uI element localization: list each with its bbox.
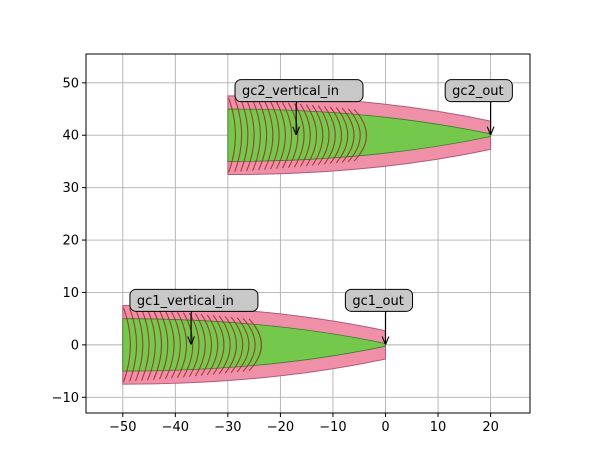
grating-line [236,317,250,373]
x-tick-label: −40 [162,420,189,435]
grating-line [129,308,138,382]
grating-line [252,99,261,171]
x-tick-label: 20 [482,420,499,435]
grating-line [234,98,243,172]
grating-line [147,309,156,381]
annotation-box [444,79,513,103]
x-tick-label: −50 [109,420,136,435]
x-tick-label: −20 [267,420,294,435]
y-tick-label: −10 [52,391,79,406]
grating-line [335,107,349,164]
grating-line [228,98,236,173]
grating-line [329,106,342,164]
grating-line [246,99,255,172]
annotation-box [344,288,414,312]
grating-line [194,313,206,377]
annotation-gc1_out: gc1_out [344,288,414,344]
grating-line [218,315,231,375]
grating-line [323,105,336,165]
y-tick-label: 30 [62,181,79,196]
grating-line [276,101,286,169]
annotation-box [234,79,364,103]
annotation-label: gc1_out [352,294,403,309]
annotation-gc2_out: gc2_out [444,79,513,135]
grating-line [153,309,162,380]
y-axis: −10 0 10 20 30 40 50 [52,76,86,406]
annotation-label: gc2_vertical_in [242,84,339,99]
grating-line [182,312,194,378]
annotation-box [129,288,259,312]
grating-line [224,316,237,374]
grating-line [164,310,175,380]
y-tick-label: 20 [62,234,79,249]
grating-line [264,100,274,170]
x-axis: −50 −40 −30 −20 −10 0 10 20 [109,413,499,435]
grating-line [206,314,219,376]
grating-line [240,98,249,172]
grating-line [141,308,150,381]
grating-line [347,108,361,163]
coupler-gc2 [227,95,492,176]
annotation-label: gc1_vertical_in [137,294,234,309]
grating-line [123,307,131,382]
couplers [122,95,492,385]
grating-line [317,105,330,166]
x-tick-label: −30 [214,420,241,435]
grating-line [281,102,293,169]
y-tick-label: 50 [62,76,79,91]
annotation-label: gc2_out [452,84,503,99]
plot-frame [85,53,531,414]
grating-line [287,102,299,168]
grating-line [242,318,256,372]
grating-line [188,312,200,377]
annotation-gc1_vertical_in: gc1_vertical_in [129,288,259,344]
x-tick-label: −10 [319,420,346,435]
grating-line [311,104,324,166]
grating-line [135,308,144,382]
x-tick-label: 0 [381,420,389,435]
grating-line [176,311,187,379]
y-tick-label: 40 [62,129,79,144]
grating-line [248,318,262,372]
grating-line [299,103,311,167]
core-gc2 [227,108,491,162]
grating-line [293,103,305,168]
grating-line [170,311,181,379]
grating-line [305,104,317,167]
grating-line [212,315,225,375]
grating-line [258,100,268,171]
x-tick-label: 10 [430,420,447,435]
grating-line [270,101,280,170]
grating-line [200,313,212,376]
y-tick-label: 0 [71,338,79,353]
grating-line [158,310,169,380]
y-tick-label: 10 [62,286,79,301]
grating-line [353,109,367,162]
annotation-gc2_vertical_in: gc2_vertical_in [234,79,364,135]
annotations: gc1_vertical_in gc1_out gc2_vertical_in gc2… [129,79,513,344]
grating-line [341,107,355,163]
coupler-gc1 [122,305,387,385]
core-gc1 [122,318,386,372]
grating-line [230,316,244,373]
